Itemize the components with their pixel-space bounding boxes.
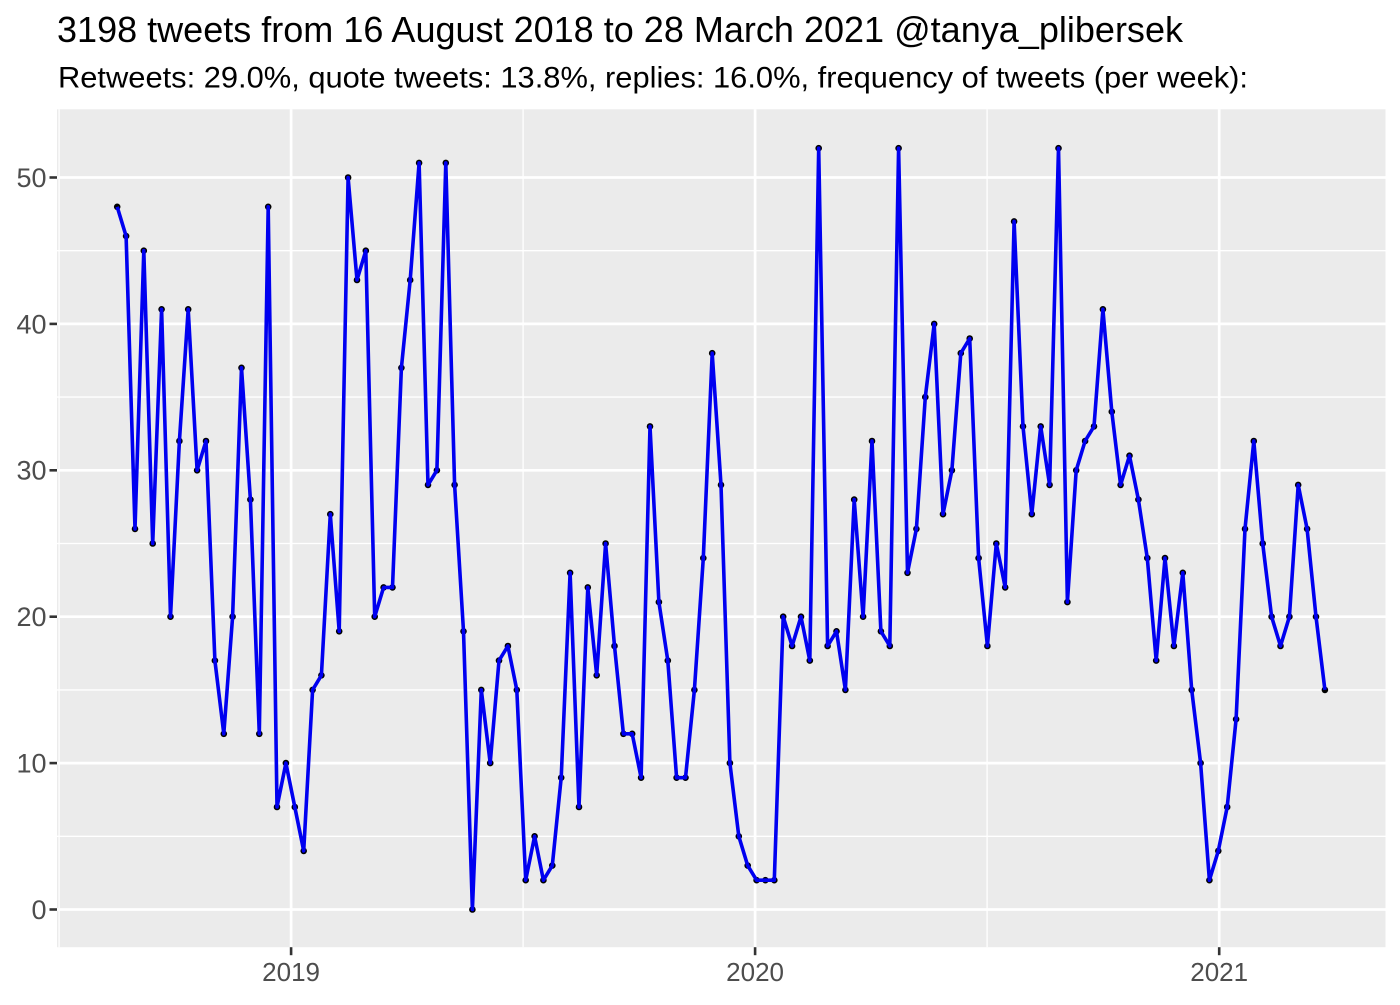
svg-text:10: 10 xyxy=(16,749,46,779)
svg-text:20: 20 xyxy=(16,602,46,632)
svg-text:30: 30 xyxy=(16,456,46,486)
svg-text:2019: 2019 xyxy=(262,957,320,987)
svg-text:3198 tweets from 16 August 201: 3198 tweets from 16 August 2018 to 28 Ma… xyxy=(57,9,1184,50)
svg-text:50: 50 xyxy=(16,163,46,193)
svg-text:2020: 2020 xyxy=(726,957,784,987)
svg-text:2021: 2021 xyxy=(1190,957,1248,987)
svg-text:0: 0 xyxy=(31,895,46,925)
svg-text:Retweets: 29.0%, quote tweets:: Retweets: 29.0%, quote tweets: 13.8%, re… xyxy=(58,62,1248,95)
svg-text:40: 40 xyxy=(16,309,46,339)
